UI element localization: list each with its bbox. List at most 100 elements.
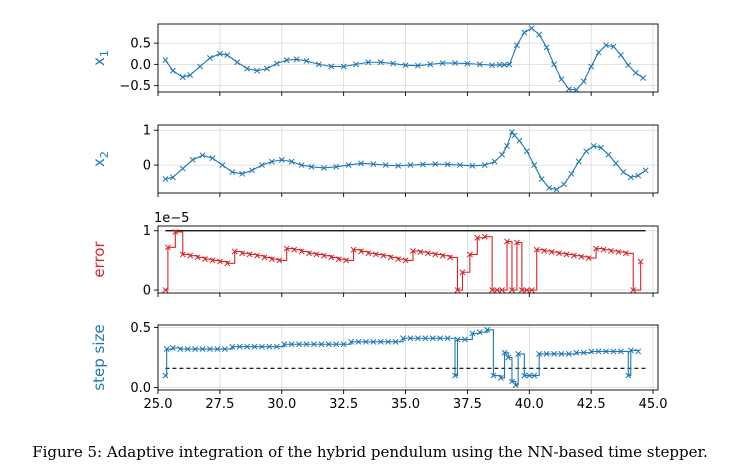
data-point: [221, 346, 228, 353]
data-point: [276, 257, 283, 264]
data-point: [177, 346, 184, 353]
data-point: [239, 250, 246, 257]
data-point: [236, 343, 243, 350]
data-point: [565, 86, 572, 92]
data-point: [610, 43, 617, 50]
x-tick-label: 32.5: [329, 397, 358, 412]
y-tick-label: 0.0: [130, 58, 151, 73]
series-line: [164, 27, 644, 91]
data-point: [593, 245, 600, 252]
data-point: [615, 249, 622, 256]
data-point: [509, 287, 515, 293]
data-point: [372, 251, 379, 258]
data-point: [533, 246, 540, 253]
data-point: [521, 29, 528, 36]
y-tick-label: 1: [143, 124, 151, 139]
data-point: [490, 372, 497, 379]
data-point: [580, 349, 587, 356]
data-point: [395, 256, 402, 263]
x-tick-label: 35.0: [391, 397, 420, 412]
data-point: [303, 58, 310, 64]
data-point: [546, 184, 553, 191]
data-point: [315, 61, 322, 68]
data-point: [528, 25, 535, 32]
data-point: [325, 341, 332, 348]
data-point: [469, 162, 476, 169]
data-point: [358, 248, 364, 255]
data-point: [422, 335, 429, 342]
data-point: [504, 238, 510, 245]
data-point: [335, 256, 342, 263]
data-point: [395, 162, 402, 169]
data-point: [603, 42, 609, 49]
data-point: [497, 375, 504, 381]
data-point: [489, 62, 496, 69]
data-point: [340, 63, 347, 70]
data-point: [541, 247, 548, 254]
data-point: [444, 335, 451, 342]
data-point: [518, 287, 525, 293]
data-point: [310, 341, 317, 348]
data-point: [308, 163, 315, 170]
data-point: [563, 251, 570, 258]
data-point: [377, 59, 384, 66]
data-point: [625, 372, 632, 379]
data-point: [328, 254, 335, 261]
data-point: [536, 350, 543, 357]
axes-frame: [157, 324, 659, 391]
data-point: [179, 74, 186, 81]
data-point: [239, 170, 246, 177]
data-point: [320, 252, 327, 259]
y-tick-label: 0: [143, 284, 151, 299]
y-tick-label: 0.5: [130, 37, 151, 52]
data-point: [207, 346, 213, 353]
data-point: [454, 336, 461, 343]
data-point: [298, 248, 305, 255]
data-point: [632, 69, 639, 76]
data-point: [625, 62, 632, 69]
data-point: [254, 67, 260, 74]
data-point: [278, 156, 285, 163]
data-point: [259, 162, 265, 169]
data-point: [162, 287, 169, 293]
data-point: [474, 234, 481, 241]
data-point: [515, 350, 522, 357]
data-point: [452, 60, 458, 67]
y-tick-label: 0.5: [130, 321, 151, 336]
data-point: [219, 162, 226, 169]
x-tick-label: 42.5: [577, 397, 606, 412]
data-point: [600, 246, 607, 253]
data-point: [454, 287, 461, 293]
data-point: [548, 249, 555, 256]
data-point: [543, 44, 550, 51]
data-point: [459, 269, 466, 276]
data-point: [365, 250, 372, 257]
data-point: [439, 60, 446, 67]
data-point: [499, 287, 506, 293]
data-point: [164, 244, 171, 251]
x2-subplot: 1 0 x2: [90, 124, 659, 197]
data-point: [229, 343, 236, 350]
data-point: [162, 57, 169, 64]
data-point: [469, 330, 476, 337]
data-point: [184, 346, 191, 353]
data-point: [627, 174, 634, 181]
data-point: [489, 287, 496, 293]
data-point: [466, 251, 473, 258]
figure-caption: Figure 5: Adaptive integration of the hy…: [32, 443, 708, 461]
data-point: [254, 252, 260, 259]
y-axis-label: x1: [90, 50, 111, 66]
axes-frame: [157, 23, 659, 93]
data-point: [402, 257, 409, 264]
x-tick-label: 27.5: [205, 397, 234, 412]
data-point: [439, 252, 446, 259]
y-axis-label: step size: [90, 324, 108, 390]
data-point: [491, 158, 498, 165]
data-point: [620, 169, 627, 176]
x-tick-label: 40.0: [515, 397, 544, 412]
data-point: [268, 256, 275, 263]
data-point: [172, 228, 179, 235]
data-point: [169, 67, 176, 74]
data-point: [380, 252, 387, 259]
data-point: [447, 254, 454, 261]
